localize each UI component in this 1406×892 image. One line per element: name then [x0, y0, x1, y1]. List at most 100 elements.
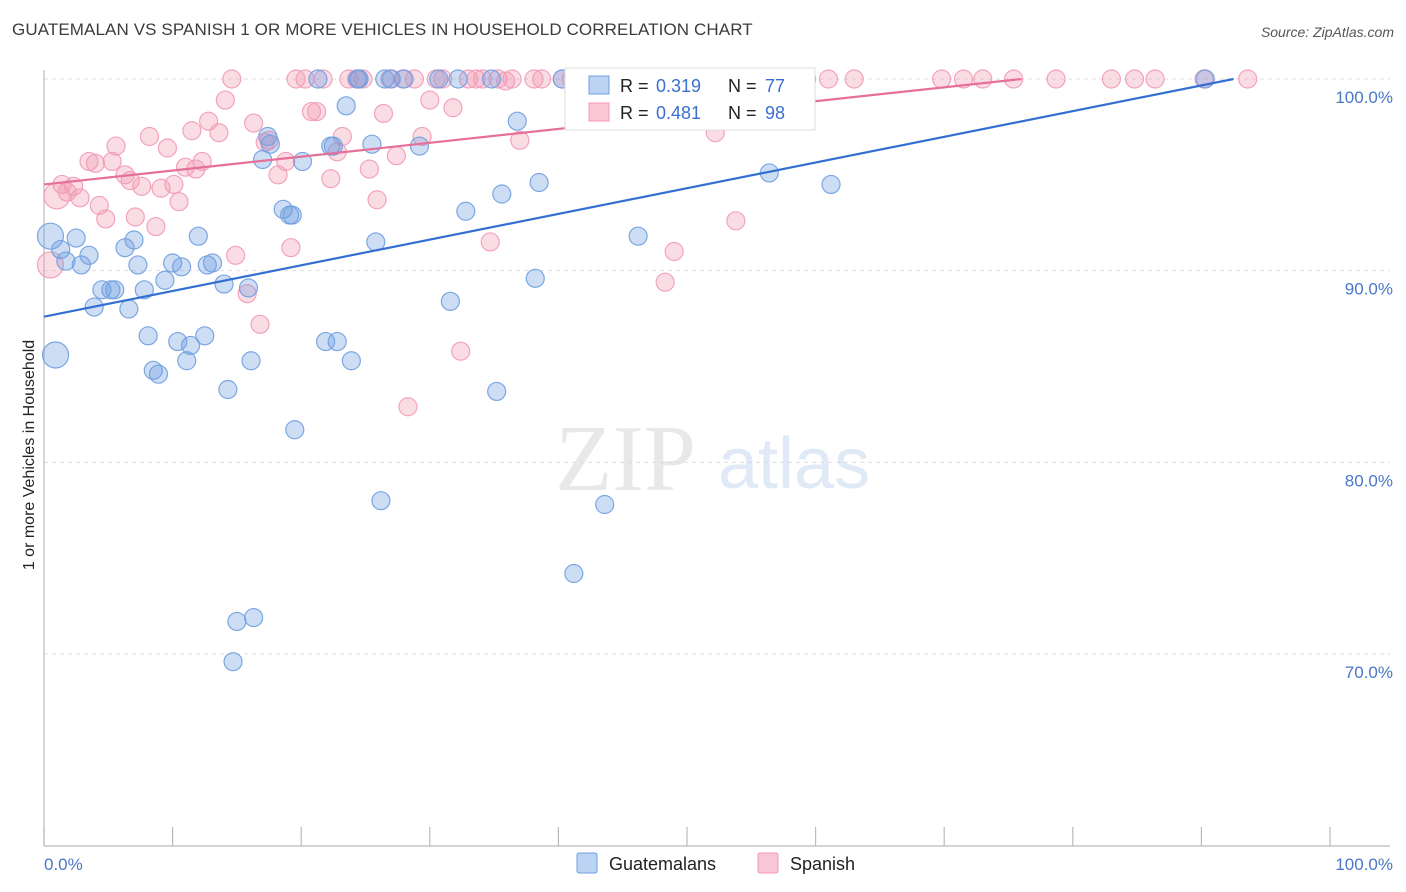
spanish-point	[367, 190, 387, 210]
legend-r-label-spanish: R =	[620, 103, 649, 123]
legend-n-label-spanish: N =	[728, 103, 757, 123]
spanish-point	[953, 69, 974, 89]
y-tick-labels: 70.0% 80.0% 90.0% 100.0%	[1335, 88, 1393, 682]
watermark-zip: ZIP	[555, 407, 696, 511]
legend-swatch-guatemalans	[588, 75, 610, 95]
spanish-point	[655, 272, 675, 292]
guatemalans-point	[285, 420, 305, 440]
spanish-point	[726, 211, 746, 231]
guatemalans-point	[282, 205, 302, 225]
spanish-point	[222, 69, 242, 89]
spanish-point	[373, 103, 394, 124]
spanish-point	[359, 159, 379, 179]
source-label: Source: ZipAtlas.com	[1260, 24, 1394, 40]
guatemalans-point	[258, 126, 278, 147]
spanish-point	[85, 153, 106, 173]
guatemalans-point	[188, 226, 208, 246]
x-tick-label-min: 0.0%	[44, 855, 83, 874]
guatemalans-point	[115, 238, 135, 258]
spanish-point	[96, 209, 116, 229]
spanish-point	[164, 174, 184, 195]
spanish-point	[510, 130, 530, 150]
spanish-point	[209, 123, 229, 143]
guatemalans-point	[349, 69, 369, 89]
spanish-point	[1238, 69, 1258, 89]
guatemalans-point	[214, 274, 234, 294]
guatemalans-point	[241, 351, 261, 371]
guatemalans-point	[507, 111, 527, 131]
spanish-point	[818, 69, 839, 89]
y-tick-label: 90.0%	[1345, 280, 1393, 299]
guatemalans-point	[138, 326, 158, 346]
legend-label-spanish: Spanish	[790, 854, 855, 874]
spanish-point	[70, 188, 90, 208]
guatemalans-point	[371, 491, 391, 511]
guatemalans-point	[195, 326, 215, 346]
guatemalans-point	[323, 136, 343, 156]
legend-label-guatemalans: Guatemalans	[609, 854, 716, 874]
guatemalans-point	[492, 184, 512, 204]
guatemalans-point	[218, 379, 238, 400]
y-tick-label: 80.0%	[1345, 471, 1393, 490]
series-legend: Guatemalans Spanish	[576, 852, 855, 874]
spanish-point	[102, 151, 122, 172]
spanish-point	[106, 136, 126, 156]
guatemalans-point	[238, 278, 259, 298]
guatemalans-point	[155, 270, 175, 290]
spanish-point	[524, 69, 544, 89]
legend-r-label-guatemalans: R =	[620, 76, 649, 96]
gridlines	[44, 78, 1390, 655]
spanish-point	[226, 245, 246, 265]
trend-lines	[43, 77, 1234, 318]
spanish-point	[169, 192, 189, 212]
spanish-point	[313, 69, 333, 89]
spanish-point	[664, 241, 684, 262]
guatemalans-point	[487, 381, 507, 402]
guatemalans-point	[327, 331, 347, 352]
spanish-point	[125, 207, 145, 227]
spanish-point	[932, 69, 952, 89]
guatemalans-point	[481, 69, 502, 89]
guatemalans-point	[41, 341, 70, 369]
spanish-point	[237, 284, 257, 304]
spanish-point	[276, 151, 296, 172]
spanish-point	[146, 216, 166, 237]
legend-n-value-guatemalans: 77	[765, 76, 785, 96]
guatemalans-point	[105, 280, 125, 300]
guatemalans-point	[564, 563, 584, 584]
spanish-point	[321, 169, 341, 189]
y-axis-label: 1 or more Vehicles in Household	[21, 340, 38, 570]
guatemalans-point	[244, 607, 264, 628]
spanish-point	[844, 69, 864, 89]
guatemalans-point	[429, 69, 449, 89]
guatemalans-point	[148, 364, 169, 384]
guatemalans-point	[119, 299, 139, 319]
watermark-atlas: atlas	[718, 424, 870, 504]
guatemalans-point	[341, 351, 361, 371]
guatemalans-point	[409, 136, 430, 156]
spanish-point	[973, 69, 993, 89]
spanish-point	[398, 397, 418, 417]
spanish-point	[532, 69, 552, 89]
spanish-point	[1145, 69, 1165, 89]
y-tick-label: 70.0%	[1345, 663, 1393, 682]
guatemalans-point	[36, 222, 65, 250]
spanish-point	[244, 113, 264, 133]
guatemalans-point	[79, 245, 99, 265]
y-tick-label: 100.0%	[1335, 88, 1393, 107]
spanish-point	[1046, 69, 1066, 89]
guatemalans-point	[260, 134, 280, 154]
spanish-point	[386, 146, 406, 166]
spanish-point	[1124, 69, 1145, 89]
guatemalans-point	[821, 174, 841, 195]
guatemalans-point	[456, 201, 476, 221]
spanish-point	[151, 178, 171, 198]
legend-n-value-spanish: 98	[765, 103, 785, 123]
correlation-legend: R = 0.319 N = 77 R = 0.481 N = 98	[564, 67, 816, 131]
chart-title: GUATEMALAN VS SPANISH 1 OR MORE VEHICLES…	[12, 20, 753, 39]
guatemalans-point	[134, 280, 154, 300]
guatemalans-point	[227, 611, 247, 632]
legend-swatch-spanish	[588, 102, 610, 122]
series-guatemalans	[36, 69, 1215, 672]
